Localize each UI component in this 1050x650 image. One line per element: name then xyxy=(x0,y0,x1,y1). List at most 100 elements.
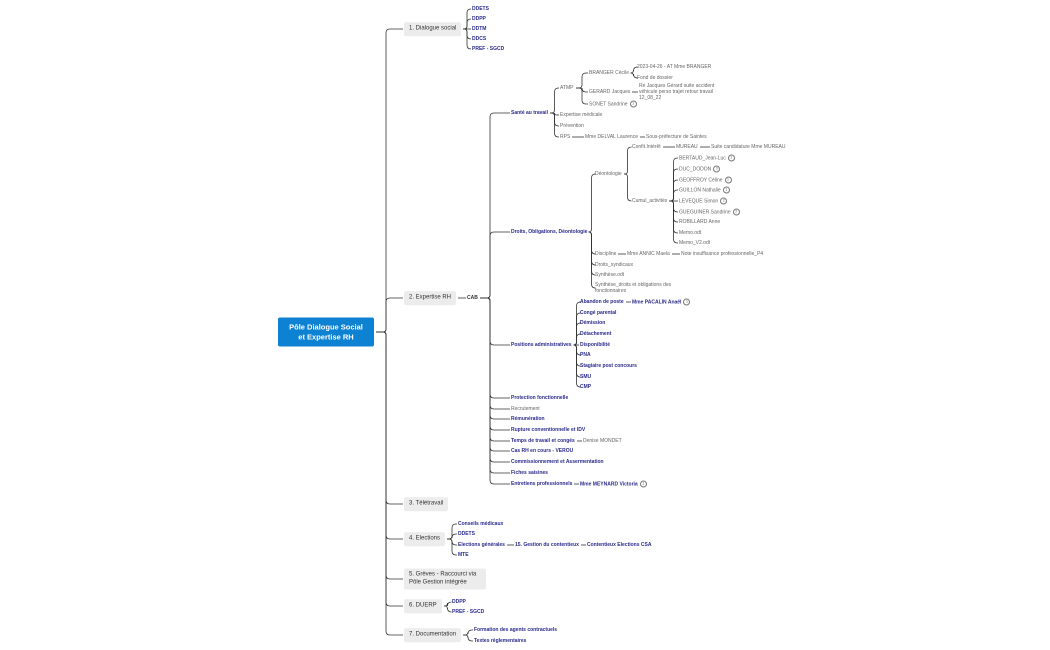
topic-ddets[interactable]: DDETS xyxy=(472,6,489,12)
topic-memo-v2-odt[interactable]: Memo_V2.odt xyxy=(679,240,710,246)
topic-formation-des-agents-contractuels[interactable]: Formation des agents contractuels xyxy=(474,627,557,633)
topic-recrutement[interactable]: Recrutement xyxy=(511,406,540,412)
connector xyxy=(444,601,452,607)
topic-1-dialogue-social[interactable]: 1. Dialogue social xyxy=(404,22,462,36)
topic-robillard-anne[interactable]: ROBILLARD Anne xyxy=(679,219,720,225)
topic-15-gestion-du-contentieux[interactable]: 15. Gestion du contentieux xyxy=(515,542,579,548)
topic-geoffroy-celine[interactable]: GEOFFROY Céline 1 xyxy=(679,176,732,184)
topic-label: Textes réglementaires xyxy=(474,638,527,644)
note-icon[interactable]: 3 xyxy=(713,165,721,173)
topic-6-duerp[interactable]: 6. DUERP xyxy=(404,599,442,613)
topic-demission[interactable]: Démission xyxy=(580,320,605,326)
note-icon[interactable]: 1 xyxy=(639,480,647,488)
topic-mme-annic-maela[interactable]: Mme ANNIC Maela xyxy=(627,251,670,257)
topic-fond-de-dossier[interactable]: Fond de dossier xyxy=(637,75,673,81)
note-icon[interactable]: 1 xyxy=(727,154,735,162)
topic-prevention[interactable]: Prévention xyxy=(560,123,584,129)
topic-droits-obligations-deontologie[interactable]: Droits, Obligations, Déontologie xyxy=(511,229,587,235)
note-icon[interactable]: 1 xyxy=(629,100,637,108)
topic-mme-meynard-victoria[interactable]: Mme MEYNARD Victoria 1 xyxy=(580,480,647,488)
topic-cmp[interactable]: CMP xyxy=(580,384,591,390)
topic-sonet-sandrine[interactable]: SONET Sandrine 1 xyxy=(589,100,637,108)
topic-synthese-odt[interactable]: Synthèse.odt xyxy=(595,272,624,278)
topic-gueguiner-sandrine[interactable]: GUEGUINER Sandrine 2 xyxy=(679,208,740,216)
topic-mte[interactable]: MTE xyxy=(458,552,469,558)
topic-textes-reglementaires[interactable]: Textes réglementaires xyxy=(474,638,526,644)
topic-cumul-activites[interactable]: Cumul_activités xyxy=(632,198,667,204)
topic-ddpp[interactable]: DDPP xyxy=(472,16,486,22)
topic-guillon-nathalie[interactable]: GUILLON Nathalie 1 xyxy=(679,186,730,194)
topic-droits-syndicaux[interactable]: Droits_syndicaux xyxy=(595,262,633,268)
topic-commissionnement-et-assermentation[interactable]: Commissionnement et Assermentation xyxy=(511,459,604,465)
topic-stagiaire-post-concours[interactable]: Stagiaire post concours xyxy=(580,363,637,369)
topic-branger-cecile[interactable]: BRANGER Cécile xyxy=(589,70,629,76)
topic-note-insuffisance-professionnelle-p4[interactable]: Note insuffisance professionnelle_P4 xyxy=(681,251,763,257)
topic-pref-sgcd[interactable]: PREF - SGCD xyxy=(452,609,484,615)
topic-mureau[interactable]: MUREAU xyxy=(676,144,698,150)
topic-discipline[interactable]: Discipline xyxy=(595,251,616,257)
topic-ddcs[interactable]: DDCS xyxy=(472,36,486,42)
topic-temps-de-travail-et-conges[interactable]: Temps de travail et congés xyxy=(511,438,575,444)
topic-suite-candidature-mme-mureau[interactable]: Suite candidature Mme MUREAU xyxy=(711,144,785,150)
topic-label: BRANGER Cécile xyxy=(589,70,630,76)
topic-fiches-saisines[interactable]: Fiches saisines xyxy=(511,470,548,476)
topic-leveque-simon[interactable]: LEVEQUE Simon 2 xyxy=(679,197,728,205)
topic-deontologie[interactable]: Déontologie xyxy=(595,171,622,177)
topic-label: Positions administratives xyxy=(511,342,572,348)
topic-conseils-medicaux[interactable]: Conseils médicaux xyxy=(458,521,503,527)
topic-sante-au-travail[interactable]: Santé au travail xyxy=(511,110,548,116)
topic-smu[interactable]: SMU xyxy=(580,374,591,380)
topic-duc-dodon[interactable]: DUC_DODON 3 xyxy=(679,165,721,173)
connector xyxy=(480,297,510,452)
topic-memo-odt[interactable]: Memo.odt xyxy=(679,230,701,236)
topic-atmp[interactable]: ATMP xyxy=(560,85,574,91)
connector xyxy=(376,331,403,636)
topic-confit-interet[interactable]: Confit.Intérêt xyxy=(632,144,661,150)
topic-expertise-medicale[interactable]: Expertise médicale xyxy=(560,112,602,118)
note-icon[interactable]: 1 xyxy=(683,298,691,306)
topic-2023-04-26-at-mme-branger[interactable]: 2023-04-26 - AT Mme BRANGER xyxy=(637,64,711,70)
topic-3-teletravail[interactable]: 3. Télétravail xyxy=(404,497,449,511)
topic-bertaud-jean-luc[interactable]: BERTAUD_Jean-Luc 1 xyxy=(679,154,735,162)
topic-contentieux-elections-csa[interactable]: Contentieux Elections CSA xyxy=(587,542,651,548)
topic-detachement[interactable]: Détachement xyxy=(580,331,611,337)
topic-re-jacques-gerard-suite-accident-vehicul[interactable]: Re Jacques Gérard suite accident véhicul… xyxy=(639,83,729,101)
connector xyxy=(376,297,403,333)
topic-sous-prefecture-de-saintes[interactable]: Sous-préfecture de Saintes xyxy=(646,134,707,140)
topic-ddtm[interactable]: DDTM xyxy=(472,26,486,32)
topic-label: Note insuffisance professionnelle_P4 xyxy=(681,251,764,257)
topic-label: SMU xyxy=(580,374,592,380)
note-icon[interactable]: 1 xyxy=(724,176,732,184)
topic-mme-delval-laurence[interactable]: Mme DELVAL Laurence xyxy=(585,134,638,140)
topic-mme-pacalin-anael[interactable]: Mme PACALIN Anaël 1 xyxy=(632,298,691,306)
topic-cas-rh-en-cours-verou[interactable]: Cas RH en cours - VEROU xyxy=(511,448,573,454)
topic-positions-administratives[interactable]: Positions administratives xyxy=(511,342,572,348)
topic-conge-parental[interactable]: Congé parental xyxy=(580,310,616,316)
note-icon[interactable]: 1 xyxy=(722,186,730,194)
topic-entretiens-professionnels[interactable]: Entretiens professionnels xyxy=(511,481,572,487)
topic-rupture-conventionnelle-et-idv[interactable]: Rupture conventionnelle et IDV xyxy=(511,427,585,433)
topic-disponibilite[interactable]: Disponibilité xyxy=(580,342,610,348)
topic-pna[interactable]: PNA xyxy=(580,352,591,358)
topic-5-greves-raccourci-via-pole-gestion-inte[interactable]: 5. Grèves - Raccourci via Pôle Gestion i… xyxy=(404,568,486,590)
topic-label: Suite candidature Mme MUREAU xyxy=(711,144,786,150)
note-icon[interactable]: 2 xyxy=(732,208,740,216)
topic-2-expertise-rh[interactable]: 2. Expertise RH xyxy=(404,291,457,305)
topic-gerard-jacques[interactable]: GERARD Jacques xyxy=(589,89,630,95)
topic-cab[interactable]: CAB xyxy=(467,295,478,301)
topic-abandon-de-poste[interactable]: Abandon de poste xyxy=(580,299,624,305)
topic-ddpp[interactable]: DDPP xyxy=(452,599,466,605)
central-topic[interactable]: Pôle Dialogue Social et Expertise RH xyxy=(278,317,374,347)
topic-7-documentation[interactable]: 7. Documentation xyxy=(404,628,462,642)
topic-remuneration[interactable]: Rémunération xyxy=(511,416,545,422)
topic-rps[interactable]: RPS xyxy=(560,134,570,140)
topic-synthese-droits-et-obligations-des-fonct[interactable]: Synthèse_droits et obligations des fonct… xyxy=(595,282,680,294)
topic-ddets[interactable]: DDETS xyxy=(458,531,475,537)
topic-elections-generales[interactable]: Elections générales xyxy=(458,542,505,548)
topic-4-elections[interactable]: 4. Elections xyxy=(404,532,446,546)
topic-label: PNA xyxy=(580,352,591,358)
topic-protection-fonctionnelle[interactable]: Protection fonctionnelle xyxy=(511,395,568,401)
topic-pref-sgcd[interactable]: PREF - SGCD xyxy=(472,46,504,52)
topic-denise-mondet[interactable]: Denise MONDET xyxy=(583,438,622,444)
note-icon[interactable]: 2 xyxy=(720,197,728,205)
